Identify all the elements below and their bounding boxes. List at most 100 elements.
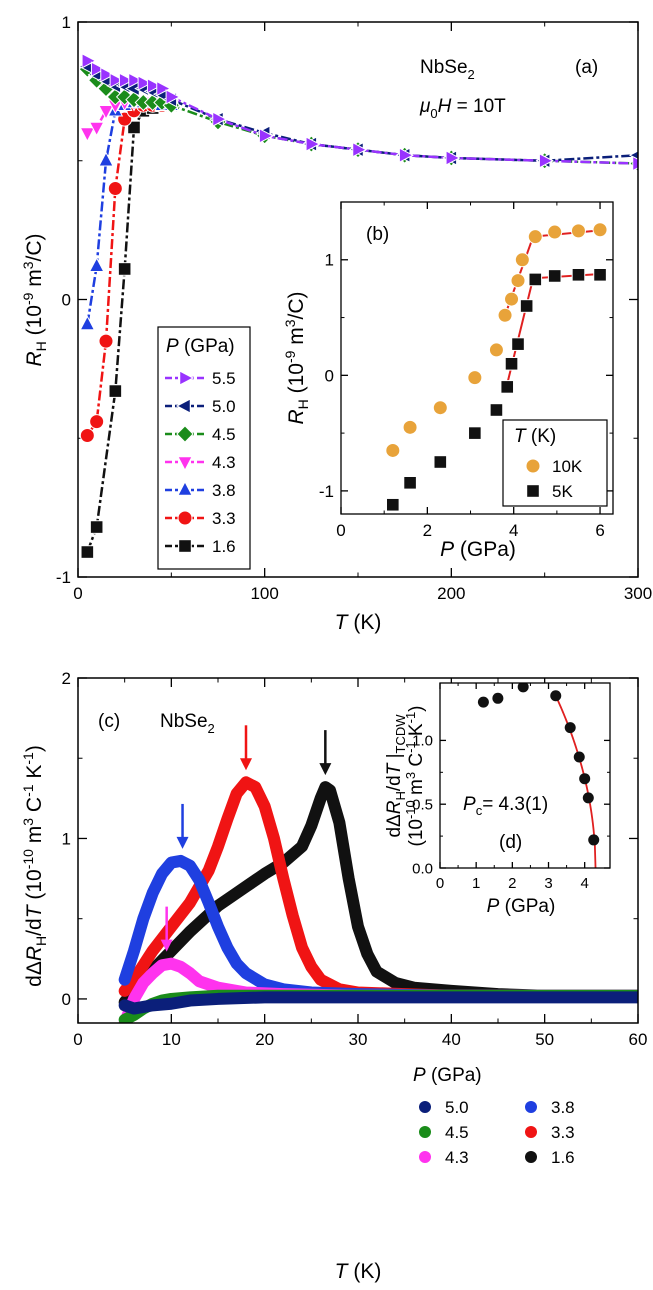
panel-a-point-3.8: [79, 315, 96, 331]
panel-c-material: NbSe2: [160, 711, 215, 736]
panel-a-xlabel: T (K): [335, 611, 382, 634]
panel-a-legend-label: 3.8: [212, 481, 236, 500]
panel-a: 0 100 200 300-101 NbSe2 (a) μ0H = 10T RH (1…: [20, 13, 652, 634]
panel-c-frame: [77, 677, 639, 1024]
panel-a-legend-marker: [175, 398, 191, 414]
panel-b-frame: [340, 201, 614, 515]
panel-b-legend-label: 5K: [552, 482, 573, 501]
panel-b-point-10K: [527, 229, 543, 245]
panel-a-ylabel: RH (10-9 m3/C): [20, 233, 49, 366]
panel-a-point-1.6: [117, 262, 132, 276]
panel-b-point-5K: [519, 299, 534, 313]
panel-b-point-5K: [489, 403, 504, 417]
panel-d-letter: (d): [499, 832, 522, 853]
panel-a-point-5.5: [109, 72, 125, 89]
panel-b-point-5K: [511, 337, 525, 351]
panel-c-arrows: [160, 725, 332, 952]
panel-c-xlabel: T (K): [335, 1260, 382, 1283]
panel-b-point-10K: [547, 224, 563, 240]
panel-d-frame: [439, 682, 611, 869]
panel-a-legend-marker: [177, 510, 193, 526]
panel-a-legend-label: 3.3: [212, 509, 236, 528]
panel-a-legend-label: 4.5: [212, 425, 236, 444]
panel-a-legend: [157, 326, 251, 570]
panel-b-series-markers: [385, 222, 608, 512]
panel-a-xtick-label: 0: [73, 584, 82, 603]
panel-c-arrow-head: [240, 758, 252, 771]
panel-b-point-10K: [467, 370, 483, 386]
panel-d-ylabel-line2: (10-10 m3 C-1 K-1): [403, 705, 427, 846]
panel-d-point: [582, 792, 594, 804]
panel-a-point-5.5: [538, 152, 554, 169]
panel-b-legend: [502, 419, 608, 507]
panel-a-point-5.5: [137, 75, 153, 91]
panel-a-point-5.5: [156, 80, 172, 97]
panel-a-xtick-label: 100: [250, 584, 278, 603]
panel-b-point-5K: [593, 268, 607, 282]
panel-d-xtick-label: 2: [508, 875, 516, 892]
panel-d-point: [477, 696, 489, 708]
panel-a-point-1.6: [80, 545, 95, 559]
panel-c-legend-marker: [525, 1126, 537, 1138]
panel-d-ticks: 0 1 2 3 4 0.0 0.5 1.0: [412, 683, 610, 892]
panel-c-ylabel: dΔRH/dT (10-10 m3 C-1 K-1): [20, 745, 49, 987]
panel-c-letter: (c): [98, 711, 120, 732]
panel-a-point-1.6: [127, 120, 141, 135]
panel-a-point-4.3: [98, 105, 114, 120]
panel-c-legend-label: 3.3: [551, 1123, 575, 1142]
panel-c-legend-title: P (GPa): [413, 1065, 482, 1086]
panel-d-ytick-label: 0.0: [412, 860, 433, 877]
panel-b-xtick-label: 4: [509, 521, 518, 540]
panel-c-legend-entries: 5.0 4.5 4.3 3.8 3.3 1.6: [419, 1098, 575, 1167]
panel-a-ytick-label: -1: [56, 568, 71, 587]
panel-a-point-3.3: [79, 427, 95, 443]
panel-a-legend-marker: [176, 425, 194, 443]
panel-b-point-10K: [510, 273, 526, 289]
panel-a-legend-label: 4.3: [212, 453, 236, 472]
panel-a-point-5.5: [100, 66, 116, 83]
panel-c-legend-label: 1.6: [551, 1148, 575, 1167]
panel-a-point-5.5: [632, 155, 638, 172]
panel-c-legend-marker: [419, 1126, 431, 1138]
panel-d-point: [573, 751, 585, 763]
panel-c-legend-label: 4.3: [445, 1148, 469, 1167]
panel-d-point: [579, 773, 591, 785]
panel-b-point-10K: [402, 419, 418, 435]
panel-d-point: [492, 692, 504, 704]
panel-c-legend-marker: [525, 1101, 537, 1113]
panel-a-point-4.3: [88, 121, 105, 137]
panel-c-curve-5.0: [118, 991, 638, 1015]
panel-d-point: [517, 683, 529, 693]
panel-c-arrow-head: [319, 763, 332, 776]
panel-b-point-5K: [386, 497, 400, 512]
panel-b-point-5K: [500, 380, 515, 394]
panel-c-arrow-head: [160, 939, 173, 952]
panel-b-ticks: 0 2 4 6 -1 0 1: [319, 202, 613, 540]
panel-a-point-5.5: [352, 141, 368, 158]
panel-d-xtick-label: 1: [472, 875, 480, 892]
panel-a-point-5.5: [398, 147, 414, 164]
panel-a-legend-title: P (GPa): [166, 336, 235, 357]
panel-a-point-3.8: [88, 257, 105, 272]
panel-d: 0 1 2 3 4 0.0 0.5 1.0 Pc= 4.3(1) (d) dΔRH/dT |T…: [384, 682, 611, 917]
panel-d-ylabel-line1: dΔRH/dT |TCDW: [384, 714, 408, 838]
panel-c-ytick-label: 2: [62, 669, 71, 688]
panel-a-point-5.5: [146, 77, 162, 94]
panel-a-ytick-label: 1: [62, 13, 71, 32]
panel-a-field: μ0H = 10T: [419, 96, 506, 121]
panel-a-legend-marker: [177, 480, 193, 496]
panel-a-point-5.5: [212, 111, 228, 127]
panel-d-ytick-label: 0.5: [412, 796, 433, 813]
panel-b-point-5K: [403, 476, 417, 490]
panel-c-legend-label: 4.5: [445, 1123, 469, 1142]
panel-b-ytick-label: 0: [325, 366, 334, 385]
panel-a-legend-label: 5.5: [212, 369, 236, 388]
panel-b-point-10K: [385, 442, 401, 458]
panel-b-point-5K: [547, 269, 562, 283]
panel-b-xtick-label: 2: [423, 521, 432, 540]
panel-c-xtick-label: 10: [162, 1030, 181, 1049]
panel-b-letter: (b): [366, 224, 389, 245]
panel-b-ylabel: RH (10-9 m3/C): [282, 291, 311, 424]
